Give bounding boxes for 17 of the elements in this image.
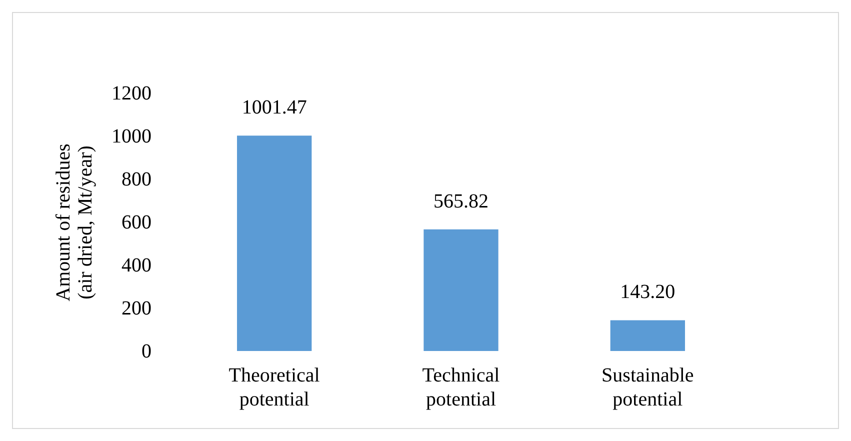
y-tick-label: 1200: [112, 82, 152, 104]
y-tick-label: 200: [122, 298, 152, 320]
data-label: 143.20: [620, 281, 676, 304]
y-tick-label: 800: [122, 168, 152, 190]
x-tick-label: Technical potential: [422, 364, 500, 410]
bar: [424, 229, 498, 351]
x-tick-label: Sustainable potential: [602, 364, 694, 410]
y-tick-label: 1000: [112, 126, 152, 148]
data-label: 1001.47: [242, 96, 307, 119]
y-axis-title: Amount of residues (air dried, Mt/year): [52, 143, 96, 302]
y-tick-label: 0: [142, 340, 152, 362]
x-tick-label: Theoretical potential: [228, 364, 320, 410]
bar: [237, 136, 312, 351]
y-tick-label: 400: [122, 254, 152, 276]
y-tick-label: 600: [122, 212, 152, 234]
data-label: 565.82: [434, 190, 488, 212]
bar: [610, 320, 685, 351]
